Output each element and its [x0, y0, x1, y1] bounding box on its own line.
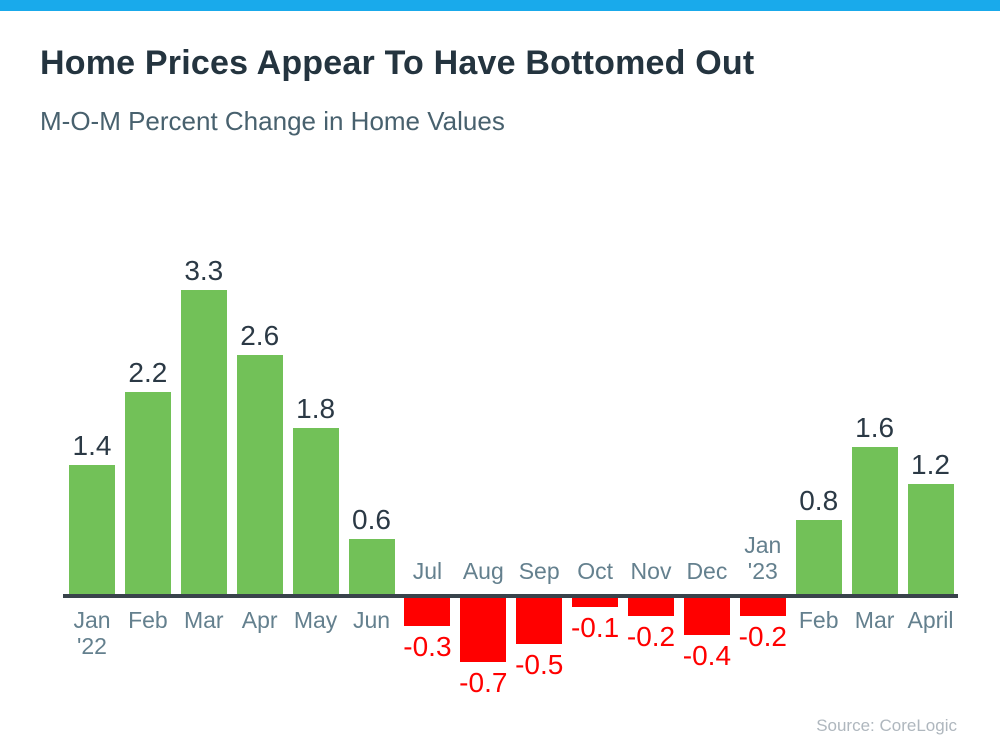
bar-aug: [460, 598, 507, 663]
bar-value-label-apr: 2.6: [240, 319, 280, 351]
bar-value-label-feb: 0.8: [799, 485, 839, 517]
x-tick-label-jan-22: Jan '22: [73, 607, 111, 659]
bar-jul: [404, 598, 451, 626]
bar-value-label-sep: -0.5: [515, 649, 564, 680]
bar-value-label-nov: -0.2: [626, 621, 676, 653]
source-attribution: Source: CoreLogic: [816, 716, 957, 735]
brand-accent-bar: [0, 0, 1000, 11]
bar-nov: [628, 598, 674, 617]
bar-value-label-may: 1.8: [296, 393, 336, 425]
x-tick-label-jan-23: Jan '23: [744, 532, 782, 584]
bar-value-label-jul: -0.3: [403, 630, 452, 662]
x-tick-label-oct: Oct: [577, 558, 613, 584]
bar-value-label-mar: 1.6: [855, 411, 895, 443]
bar-value-label-aug: -0.7: [459, 667, 508, 699]
x-tick-label-feb: Feb: [798, 607, 839, 633]
bar-may: [292, 428, 339, 594]
x-tick-label-mar: Mar: [183, 607, 224, 633]
bar-dec: [683, 598, 730, 635]
x-tick-label-feb: Feb: [128, 607, 168, 633]
x-tick-label-may: May: [293, 607, 338, 633]
x-tick-label-dec: Dec: [686, 558, 728, 584]
bar-jun: [348, 538, 395, 594]
bar-value-label-jun: 0.6: [352, 503, 391, 535]
bar-value-label-april: 1.2: [911, 448, 950, 480]
bar-jan-22: [69, 465, 115, 594]
x-tick-label-nov: Nov: [630, 558, 672, 584]
bar-feb: [795, 520, 842, 594]
bar-mar: [180, 290, 227, 594]
bar-feb: [124, 391, 171, 594]
bar-value-label-dec: -0.4: [682, 639, 732, 671]
bar-sep: [516, 598, 563, 644]
x-tick-label-apr: Apr: [241, 607, 278, 633]
bar-oct: [572, 598, 619, 608]
bar-value-label-jan-22: 1.4: [72, 430, 112, 462]
bar-april: [907, 483, 954, 594]
chart-title: Home Prices Appear To Have Bottomed Out: [40, 44, 755, 82]
bar-jan-23: [739, 598, 786, 617]
bar-apr: [236, 354, 283, 594]
bar-value-label-feb: 2.2: [128, 356, 168, 388]
bar-value-label-oct: -0.1: [570, 612, 620, 644]
x-axis-line: [63, 594, 958, 598]
x-tick-label-april: April: [907, 607, 954, 633]
x-tick-label-aug: Aug: [462, 558, 504, 584]
x-tick-label-jun: Jun: [352, 607, 391, 633]
x-tick-label-jul: Jul: [412, 558, 443, 584]
bar-value-label-jan-23: -0.2: [738, 621, 787, 653]
x-tick-label-sep: Sep: [518, 558, 560, 584]
chart-subtitle: M-O-M Percent Change in Home Values: [40, 106, 505, 136]
bar-value-label-mar: 3.3: [184, 255, 224, 287]
x-tick-label-mar: Mar: [854, 607, 895, 633]
bar-mar: [851, 446, 898, 594]
